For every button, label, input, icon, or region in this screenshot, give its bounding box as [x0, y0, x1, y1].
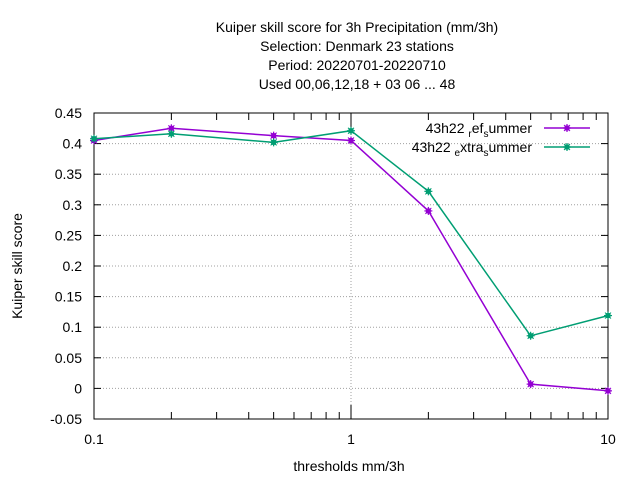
y-tick-label: -0.05 — [50, 411, 82, 427]
data-point — [526, 331, 535, 340]
y-axis-label: Kuiper skill score — [9, 213, 25, 319]
legend-label: 43h22 extrasummer — [412, 139, 533, 159]
title-line: Used 00,06,12,18 + 03 06 ... 48 — [259, 76, 456, 92]
title-line: Selection: Denmark 23 stations — [260, 38, 454, 54]
data-point — [424, 187, 433, 196]
x-axis-label: thresholds mm/3h — [293, 458, 404, 474]
title-line: Kuiper skill score for 3h Precipitation … — [216, 19, 498, 35]
data-point — [424, 206, 433, 215]
y-tick-label: 0.4 — [63, 136, 83, 152]
data-point — [269, 131, 278, 140]
legend-item: 43h22 extrasummer — [412, 139, 590, 159]
legend-item: 43h22 refsummer — [426, 120, 590, 140]
data-point — [167, 129, 176, 138]
series — [90, 124, 612, 395]
x-tick-label: 10 — [600, 431, 616, 447]
y-tick-label: 0.1 — [63, 319, 83, 335]
title-line: Period: 20220701-20220710 — [268, 57, 446, 73]
axis-ticks — [93, 112, 609, 420]
chart-title: Kuiper skill score for 3h Precipitation … — [216, 19, 498, 92]
data-point — [347, 126, 355, 135]
y-tick-label: 0.15 — [55, 289, 82, 305]
x-tick-label: 0.1 — [84, 431, 104, 447]
data-point — [269, 138, 278, 147]
data-point — [90, 134, 98, 143]
y-tick-label: 0.25 — [55, 227, 82, 243]
x-tick-labels: 0.1 1 10 — [84, 431, 616, 447]
grid — [94, 113, 608, 419]
x-tick-label: 1 — [347, 431, 355, 447]
data-point — [526, 380, 535, 389]
y-tick-label: 0.2 — [63, 258, 83, 274]
data-point — [604, 311, 612, 320]
data-point — [604, 386, 612, 395]
y-tick-label: 0 — [74, 380, 82, 396]
y-tick-labels: 0.45 0.4 0.35 0.3 0.25 0.2 0.15 0.1 0.05 0 -0.05 — [50, 105, 82, 427]
y-tick-label: 0.3 — [63, 197, 83, 213]
legend-marker — [563, 143, 571, 151]
legend-label: 43h22 refsummer — [426, 120, 533, 140]
data-point — [347, 136, 355, 145]
y-tick-label: 0.45 — [55, 105, 82, 121]
legend-marker — [563, 124, 571, 132]
y-tick-label: 0.35 — [55, 166, 82, 182]
y-tick-label: 0.05 — [55, 350, 82, 366]
